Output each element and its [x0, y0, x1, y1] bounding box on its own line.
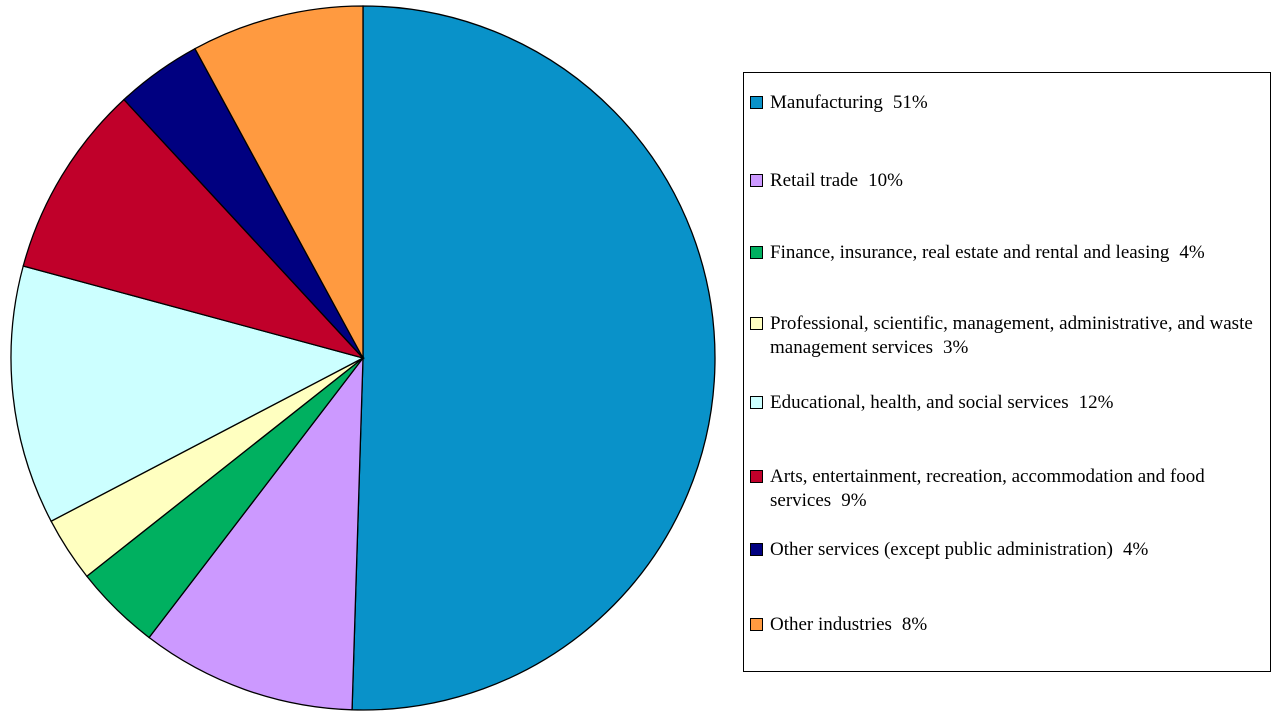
legend-swatch: [750, 317, 763, 330]
legend-swatch: [750, 96, 763, 109]
legend-label: Finance, insurance, real estate and rent…: [770, 242, 1170, 263]
legend-swatch: [750, 618, 763, 631]
legend-label: Educational, health, and social services: [770, 392, 1069, 413]
legend-swatch: [750, 174, 763, 187]
legend-value: 9%: [841, 490, 867, 511]
legend-label: Retail trade: [770, 170, 859, 191]
pie-slice: [10, 265, 365, 523]
legend-item: Manufacturing 51%: [750, 91, 1270, 115]
legend-swatch: [750, 396, 763, 409]
legend-label: Other services (except public administra…: [770, 539, 1113, 560]
legend-item: Finance, insurance, real estate and rent…: [750, 241, 1270, 265]
legend: Manufacturing 51% Retail trade 10% Finance, …: [743, 72, 1271, 672]
legend-label: Other industries: [770, 614, 892, 635]
pie-slice: [194, 5, 364, 359]
legend-value: 10%: [868, 170, 903, 191]
legend-item: Arts, entertainment, recreation, accommo…: [750, 465, 1270, 513]
legend-item: Retail trade 10%: [750, 169, 1270, 193]
legend-value: 4%: [1179, 242, 1205, 263]
legend-label: Professional, scientific, management, ad…: [770, 313, 1253, 358]
legend-value: 12%: [1078, 392, 1114, 413]
pie-slice: [351, 5, 716, 711]
legend-swatch: [750, 246, 763, 259]
legend-swatch: [750, 543, 763, 556]
legend-value: 3%: [943, 337, 969, 358]
legend-item: Other industries 8%: [750, 613, 1270, 637]
legend-item: Other services (except public administra…: [750, 538, 1270, 562]
legend-value: 8%: [901, 614, 928, 635]
pie-slice: [22, 98, 366, 360]
legend-item: Educational, health, and social services…: [750, 391, 1270, 415]
legend-swatch: [750, 470, 763, 483]
legend-label: Arts, entertainment, recreation, accommo…: [770, 466, 1205, 511]
legend-value: 51%: [892, 92, 928, 113]
legend-item: Professional, scientific, management, ad…: [750, 312, 1270, 360]
legend-value: 4%: [1122, 539, 1149, 560]
pie-slice: [148, 355, 364, 711]
chart: [10, 5, 716, 711]
legend-label: Manufacturing: [770, 92, 883, 113]
